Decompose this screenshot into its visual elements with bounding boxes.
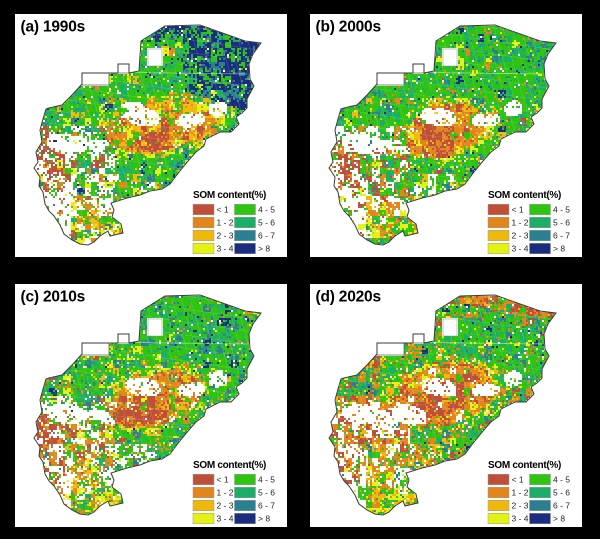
svg-text:2 - 3: 2 - 3 — [217, 231, 234, 241]
svg-text:3 - 4: 3 - 4 — [217, 244, 234, 254]
svg-text:> 8: > 8 — [258, 244, 270, 254]
svg-text:SOM content(%): SOM content(%) — [488, 460, 561, 471]
svg-text:1 - 2: 1 - 2 — [512, 218, 529, 228]
svg-text:2 - 3: 2 - 3 — [512, 231, 529, 241]
svg-text:6 - 7: 6 - 7 — [258, 231, 275, 241]
svg-text:(b) 2000s: (b) 2000s — [316, 19, 381, 36]
svg-text:SOM content(%): SOM content(%) — [488, 190, 561, 201]
svg-text:< 1: < 1 — [217, 205, 229, 215]
svg-text:4 - 5: 4 - 5 — [258, 205, 275, 215]
svg-text:(a) 1990s: (a) 1990s — [21, 19, 86, 36]
svg-text:> 8: > 8 — [553, 514, 565, 524]
svg-text:4 - 5: 4 - 5 — [553, 475, 570, 485]
svg-text:> 8: > 8 — [258, 514, 270, 524]
svg-text:2 - 3: 2 - 3 — [217, 501, 234, 511]
svg-text:6 - 7: 6 - 7 — [258, 501, 275, 511]
svg-text:> 8: > 8 — [553, 244, 565, 254]
svg-text:6 - 7: 6 - 7 — [553, 501, 570, 511]
svg-text:4 - 5: 4 - 5 — [553, 205, 570, 215]
svg-text:3 - 4: 3 - 4 — [217, 514, 234, 524]
svg-text:5 - 6: 5 - 6 — [553, 218, 570, 228]
svg-text:(d) 2020s: (d) 2020s — [316, 289, 381, 306]
svg-text:1 - 2: 1 - 2 — [512, 488, 529, 498]
svg-text:1 - 2: 1 - 2 — [217, 218, 234, 228]
svg-text:4 - 5: 4 - 5 — [258, 475, 275, 485]
svg-text:6 - 7: 6 - 7 — [553, 231, 570, 241]
svg-text:3 - 4: 3 - 4 — [512, 514, 529, 524]
svg-text:< 1: < 1 — [512, 475, 524, 485]
svg-text:1 - 2: 1 - 2 — [217, 488, 234, 498]
svg-text:2 - 3: 2 - 3 — [512, 501, 529, 511]
svg-text:(c) 2010s: (c) 2010s — [21, 289, 86, 306]
svg-text:3 - 4: 3 - 4 — [512, 244, 529, 254]
svg-text:5 - 6: 5 - 6 — [553, 488, 570, 498]
svg-text:SOM content(%): SOM content(%) — [193, 460, 266, 471]
svg-text:< 1: < 1 — [512, 205, 524, 215]
svg-text:5 - 6: 5 - 6 — [258, 488, 275, 498]
svg-text:SOM content(%): SOM content(%) — [193, 190, 266, 201]
svg-text:5 - 6: 5 - 6 — [258, 218, 275, 228]
svg-text:< 1: < 1 — [217, 475, 229, 485]
